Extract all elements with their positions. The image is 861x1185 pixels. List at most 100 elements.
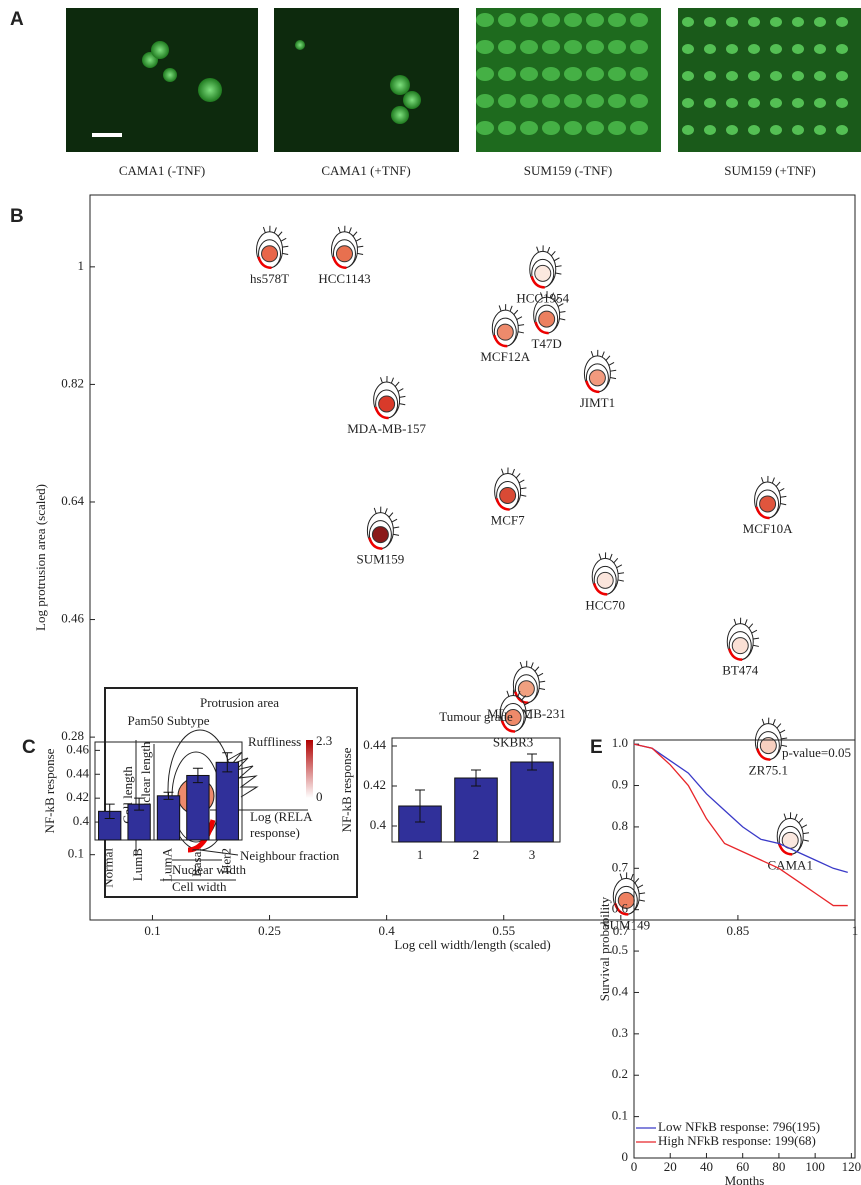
cell-blob: [476, 13, 494, 27]
x-tick-label: 2: [473, 847, 480, 862]
glyph-nucleus: [732, 638, 748, 654]
cell-blob: [792, 98, 804, 108]
point-label: SUM159: [357, 552, 405, 567]
cell-blob: [682, 125, 694, 135]
annotation: p-value=0.05: [782, 745, 851, 760]
y-tick-label: 0.5: [612, 942, 628, 957]
cell-blob: [726, 125, 738, 135]
cell-blob: [770, 17, 782, 27]
cell-blob: [498, 121, 516, 135]
cell-blob: [608, 94, 626, 108]
glyph-nucleus: [760, 496, 776, 512]
glyph-nucleus: [262, 246, 278, 262]
cell-blob: [792, 71, 804, 81]
cell-blob: [520, 67, 538, 81]
cell-blob: [704, 17, 716, 27]
y-axis-label: Survival probability: [597, 896, 612, 1001]
cell-blob: [542, 13, 560, 27]
cell-blob: [151, 41, 169, 59]
bar: [455, 778, 498, 842]
cell-blob: [814, 71, 826, 81]
y-axis-label: NF-kB response: [339, 747, 354, 832]
cell-blob: [390, 75, 410, 95]
glyph-nucleus: [500, 487, 516, 503]
cell-glyph: [777, 812, 809, 854]
cell-blob: [498, 67, 516, 81]
y-tick-label: 0.64: [61, 493, 84, 508]
glyph-nucleus: [518, 681, 534, 697]
cell-blob: [792, 125, 804, 135]
y-tick-label: 0.9: [612, 777, 628, 792]
bar: [511, 762, 554, 842]
x-tick-label: 0.85: [727, 923, 750, 938]
glyph-nucleus: [497, 324, 513, 340]
axes-box: [634, 740, 855, 1158]
point-label: MCF12A: [480, 349, 530, 364]
cell-blob: [476, 121, 494, 135]
y-tick-label: 0.82: [61, 375, 84, 390]
cell-glyph: [755, 476, 787, 518]
point-label: BT474: [722, 663, 759, 678]
y-tick-label: 0.46: [66, 741, 89, 756]
y-tick-label: 0.4: [612, 983, 629, 998]
cell-blob: [564, 94, 582, 108]
cell-blob: [542, 121, 560, 135]
cell-blob: [498, 40, 516, 54]
cell-blob: [792, 44, 804, 54]
bar: [187, 775, 209, 840]
point-label: MDA-MB-157: [347, 421, 426, 436]
cell-blob: [704, 98, 716, 108]
y-tick-label: 0.1: [68, 846, 84, 861]
cell-blob: [748, 17, 760, 27]
cell-blob: [542, 40, 560, 54]
image-caption: SUM159 (+TNF): [724, 163, 815, 178]
y-tick-label: 1.0: [612, 735, 628, 750]
cell-blob: [836, 44, 848, 54]
cell-blob: [836, 17, 848, 27]
cell-blob: [564, 67, 582, 81]
cell-glyph: [374, 376, 406, 418]
glyph-nucleus: [539, 311, 555, 327]
survival-line: [634, 744, 848, 872]
colorbar: [306, 740, 313, 798]
image-caption: CAMA1 (+TNF): [321, 163, 410, 178]
panel-label: C: [22, 737, 36, 758]
x-tick-label: 0.1: [144, 923, 160, 938]
cell-blob: [770, 44, 782, 54]
x-tick-label: 60: [736, 1159, 749, 1174]
cell-glyph: [331, 226, 363, 268]
point-label: SKBR3: [493, 735, 533, 750]
point-label: HCC70: [585, 597, 625, 612]
x-tick-label: 100: [805, 1159, 825, 1174]
cell-glyph: [592, 552, 624, 594]
y-tick-label: 1: [78, 258, 85, 273]
legend-text: Cell width: [172, 879, 227, 894]
legend-label: Low NFkB response: 796(195): [658, 1119, 820, 1134]
cell-blob: [704, 71, 716, 81]
cell-blob: [498, 13, 516, 27]
y-tick-label: 0.3: [612, 1025, 628, 1040]
cell-blob: [586, 40, 604, 54]
point-label: ZR75.1: [749, 763, 788, 778]
y-tick-label: 0.46: [61, 611, 84, 626]
cell-blob: [682, 98, 694, 108]
y-tick-label: 0.7: [612, 859, 629, 874]
image-caption: CAMA1 (-TNF): [119, 163, 205, 178]
cell-blob: [476, 94, 494, 108]
x-tick-label: 1: [417, 847, 424, 862]
x-tick-label: 40: [700, 1159, 713, 1174]
chart-title: Tumour grade: [439, 709, 513, 724]
micrographs: CAMA1 (-TNF) CAMA1 (+TNF) SUM159 (-TNF) …: [66, 8, 861, 178]
cell-blob: [726, 44, 738, 54]
y-tick-label: 0.6: [612, 901, 629, 916]
y-axis-label: NF-kB response: [42, 748, 57, 833]
x-tick-label: Her2: [218, 848, 233, 874]
cell-blob: [836, 98, 848, 108]
cell-glyph: [257, 226, 289, 268]
cell-blob: [163, 68, 177, 82]
bar: [157, 796, 179, 840]
panel-label: A: [10, 9, 24, 30]
cell-blob: [814, 98, 826, 108]
x-axis-label: Log cell width/length (scaled): [394, 937, 550, 952]
cell-blob: [682, 17, 694, 27]
